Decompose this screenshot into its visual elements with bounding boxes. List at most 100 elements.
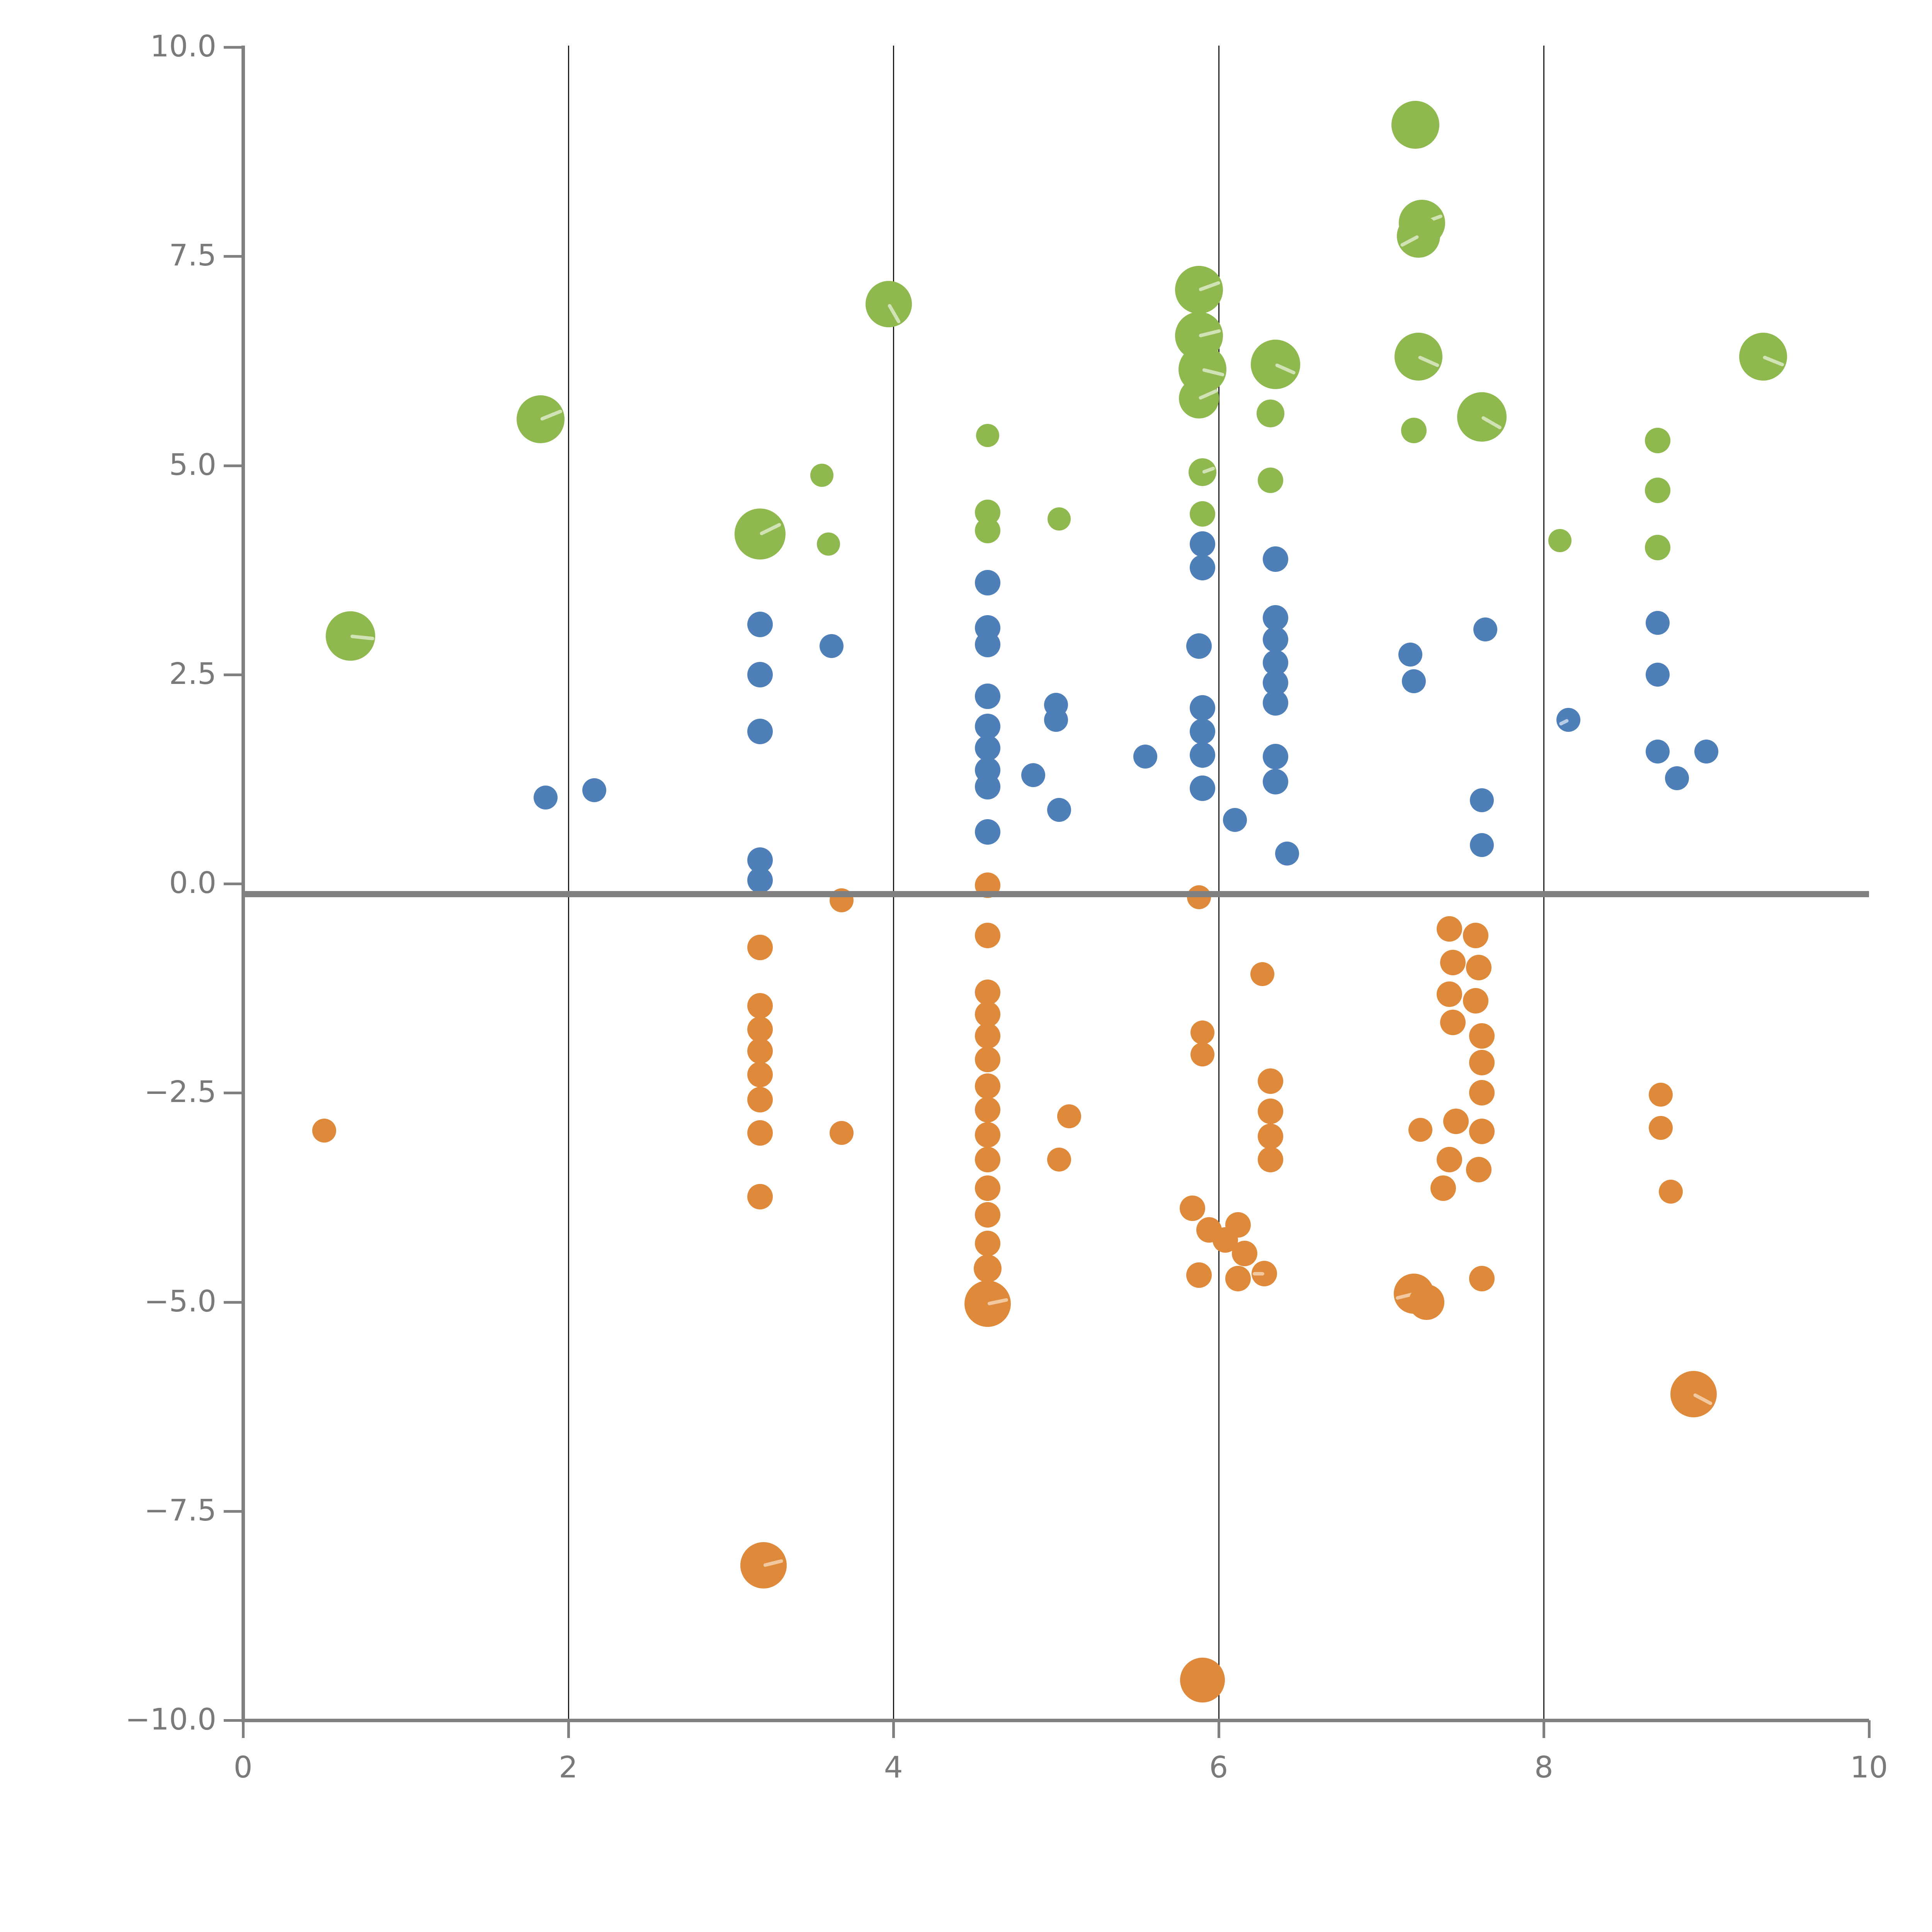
data-point-orange-56: [1443, 1108, 1469, 1134]
gridline-x-2: [568, 46, 569, 1720]
y-tick-label-7: 7.5: [169, 238, 216, 273]
data-point-blue-16: [975, 819, 1001, 845]
data-point-blue-45: [1645, 611, 1670, 635]
x-tick-label-5: 10: [1850, 1750, 1888, 1785]
y-tick-label-1: −7.5: [144, 1493, 216, 1528]
y-tick-label-0: −10.0: [125, 1702, 216, 1737]
data-point-orange-32: [1180, 1196, 1206, 1221]
data-point-orange-62: [1393, 1273, 1434, 1314]
x-tick-label-3: 6: [1209, 1750, 1228, 1785]
data-point-orange-54: [1469, 1050, 1495, 1076]
data-point-blue-4: [747, 718, 773, 744]
whisker-green-10: [1198, 281, 1221, 292]
data-point-orange-21: [975, 1147, 1001, 1173]
y-tick-label-5: 2.5: [169, 656, 216, 691]
data-point-blue-30: [1263, 546, 1289, 572]
data-point-green-14: [1188, 458, 1216, 486]
data-point-blue-41: [1473, 617, 1497, 641]
data-point-blue-2: [747, 611, 773, 637]
data-point-blue-13: [975, 735, 1001, 761]
data-point-orange-67: [1658, 1179, 1683, 1204]
data-point-orange-58: [1408, 1117, 1432, 1142]
data-point-orange-23: [975, 1202, 1001, 1228]
whisker-orange-26: [987, 1298, 1009, 1306]
data-point-blue-18: [1044, 692, 1068, 717]
data-point-orange-0: [312, 1118, 337, 1143]
data-point-blue-24: [1186, 633, 1212, 659]
data-point-green-3: [810, 464, 834, 487]
data-point-blue-14: [975, 757, 1001, 783]
data-point-orange-7: [747, 1120, 773, 1146]
data-point-green-26: [1645, 427, 1670, 453]
data-point-green-24: [1457, 392, 1507, 442]
whisker-green-1: [540, 409, 563, 422]
data-point-blue-29: [1223, 808, 1247, 832]
data-point-orange-61: [1430, 1175, 1456, 1201]
data-point-green-27: [1645, 478, 1670, 503]
data-point-orange-4: [747, 1038, 773, 1064]
data-point-orange-35: [1225, 1212, 1251, 1238]
whisker-orange-39: [1252, 1272, 1264, 1276]
data-point-green-0: [325, 611, 375, 661]
data-point-green-2: [735, 509, 786, 560]
data-point-orange-53: [1469, 1023, 1495, 1049]
data-point-orange-16: [975, 1023, 1001, 1049]
whisker-green-29: [1762, 355, 1785, 367]
data-point-blue-44: [1556, 707, 1580, 732]
data-point-green-15: [1189, 501, 1215, 527]
data-point-blue-49: [1694, 739, 1719, 764]
data-point-orange-44: [1258, 1147, 1284, 1173]
data-point-blue-15: [975, 774, 1001, 799]
data-point-orange-66: [1649, 1116, 1673, 1140]
data-point-orange-15: [975, 1001, 1001, 1027]
data-point-blue-28: [1189, 776, 1215, 801]
y-tick-label-2: −5.0: [144, 1284, 216, 1319]
data-point-orange-17: [975, 1046, 1001, 1072]
data-point-orange-30: [1190, 1020, 1214, 1045]
data-point-orange-36: [1232, 1240, 1258, 1266]
data-point-green-20: [1398, 199, 1445, 246]
data-point-orange-59: [1437, 1147, 1463, 1173]
y-tick-mark-6: [224, 464, 242, 467]
data-point-green-13: [1179, 378, 1219, 419]
whisker-orange-62: [1395, 1292, 1414, 1300]
data-point-blue-48: [1665, 766, 1689, 791]
y-tick-mark-5: [224, 673, 242, 676]
data-point-blue-32: [1263, 626, 1289, 652]
data-point-green-7: [975, 499, 1001, 525]
data-point-green-10: [1175, 265, 1223, 314]
data-point-blue-42: [1470, 788, 1494, 812]
whisker-green-2: [759, 522, 782, 536]
whisker-blue-44: [1558, 718, 1569, 726]
data-point-orange-50: [1437, 981, 1463, 1007]
data-point-blue-39: [1398, 642, 1423, 667]
y-tick-mark-4: [224, 883, 242, 885]
data-point-green-8: [975, 518, 1001, 544]
data-point-orange-34: [1212, 1227, 1238, 1253]
data-point-green-11: [1175, 311, 1223, 360]
data-point-orange-2: [747, 993, 773, 1019]
data-point-orange-47: [1463, 923, 1488, 949]
y-tick-mark-8: [224, 46, 242, 49]
x-tick-mark-5: [1868, 1720, 1871, 1738]
gridline-x-6: [1218, 46, 1219, 1720]
data-point-blue-1: [582, 778, 606, 802]
whisker-green-22: [1418, 355, 1440, 368]
data-point-blue-21: [1133, 744, 1158, 769]
data-point-blue-22: [1189, 531, 1215, 557]
y-tick-mark-7: [224, 255, 242, 258]
data-point-green-22: [1395, 333, 1443, 381]
zero-reference-line: [242, 891, 1869, 897]
data-point-green-19: [1391, 101, 1439, 149]
data-point-orange-64: [1469, 1265, 1495, 1291]
y-tick-mark-0: [224, 1719, 242, 1722]
data-point-orange-14: [975, 980, 1001, 1005]
whisker-green-14: [1202, 466, 1216, 474]
x-tick-label-2: 4: [884, 1750, 903, 1785]
data-point-green-28: [1645, 534, 1670, 560]
x-axis-spine: [242, 1719, 1869, 1722]
data-point-orange-33: [1196, 1217, 1222, 1243]
data-point-orange-38: [1225, 1265, 1251, 1291]
